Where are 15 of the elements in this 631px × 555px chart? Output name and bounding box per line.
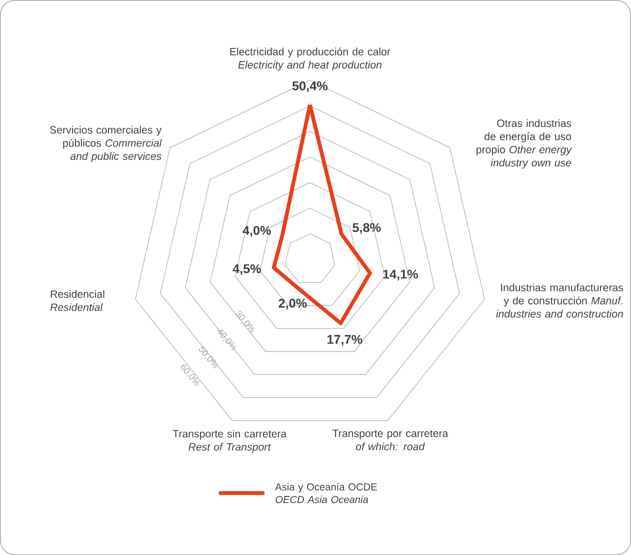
data-label: 14,1% xyxy=(383,270,418,280)
spoke-label: Otras industrias de energía de uso propio Other energy industry own use xyxy=(476,119,572,169)
spoke-label: Industrias manufactureras y de construcción Manuf. industries and construction xyxy=(496,283,624,318)
data-label: 50,4% xyxy=(292,81,328,92)
data-label: 4,5% xyxy=(232,264,262,275)
data-label: 4,0% xyxy=(242,226,271,237)
spoke-label: Transporte sin carretera Rest of Transport xyxy=(172,430,287,453)
spoke-label: Residencial Residential xyxy=(50,290,104,311)
data-label: 2,0% xyxy=(278,298,307,310)
spoke-label: Electricidad y producción de calor Electricity and heat production xyxy=(230,47,390,71)
spoke-label: Servicios comerciales y públicos Commercial and public services xyxy=(50,126,162,162)
legend-label: Asia y Oceanía OCDE OECD Asia Oceania xyxy=(275,482,377,504)
spoke-label: Transporte por carretera of which: road xyxy=(332,430,448,450)
data-label: 17,7% xyxy=(327,334,362,346)
data-label: 5,8% xyxy=(352,223,381,234)
